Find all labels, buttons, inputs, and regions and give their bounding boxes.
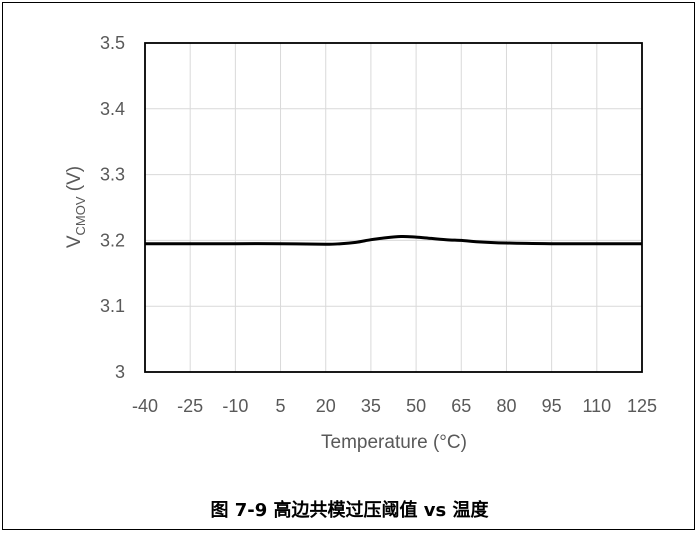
y-tick-label: 3.4 [100, 99, 125, 119]
y-axis-label-unit: (V) [64, 166, 85, 197]
y-tick-label: 3.1 [100, 296, 125, 316]
x-tick-label: 35 [361, 396, 381, 416]
y-axis-ticks: 3 3.1 3.2 3.3 3.4 3.5 [100, 33, 125, 382]
y-tick-label: 3.2 [100, 230, 125, 250]
y-tick-label: 3 [115, 362, 125, 382]
plot-area-border [144, 42, 643, 373]
y-tick-label: 3.5 [100, 33, 125, 53]
series-group [145, 234, 642, 246]
x-tick-label: 50 [406, 396, 426, 416]
x-tick-label: -40 [132, 396, 158, 416]
x-tick-label: 110 [582, 396, 611, 416]
figure-caption: 图 7-9 高边共模过压阈值 vs 温度 [210, 500, 489, 521]
x-tick-label: 125 [627, 396, 657, 416]
x-tick-label: 95 [542, 396, 562, 416]
x-axis-label: Temperature (°C) [321, 432, 467, 453]
gridlines [145, 43, 642, 372]
x-tick-label: 65 [451, 396, 471, 416]
series-line [145, 234, 642, 246]
x-tick-label: 5 [276, 396, 286, 416]
x-tick-label: 20 [316, 396, 336, 416]
x-tick-label: 80 [496, 396, 516, 416]
x-axis-ticks: -40 -25 -10 5 20 35 50 65 80 95 110 125 [132, 396, 657, 416]
y-axis-label: VCMOV (V) [64, 166, 88, 248]
y-tick-label: 3.3 [100, 165, 125, 185]
x-tick-label: -10 [222, 396, 248, 416]
y-axis-label-subscript: CMOV [73, 196, 88, 235]
y-axis-label-main: V [64, 235, 85, 248]
x-tick-label: -25 [177, 396, 203, 416]
